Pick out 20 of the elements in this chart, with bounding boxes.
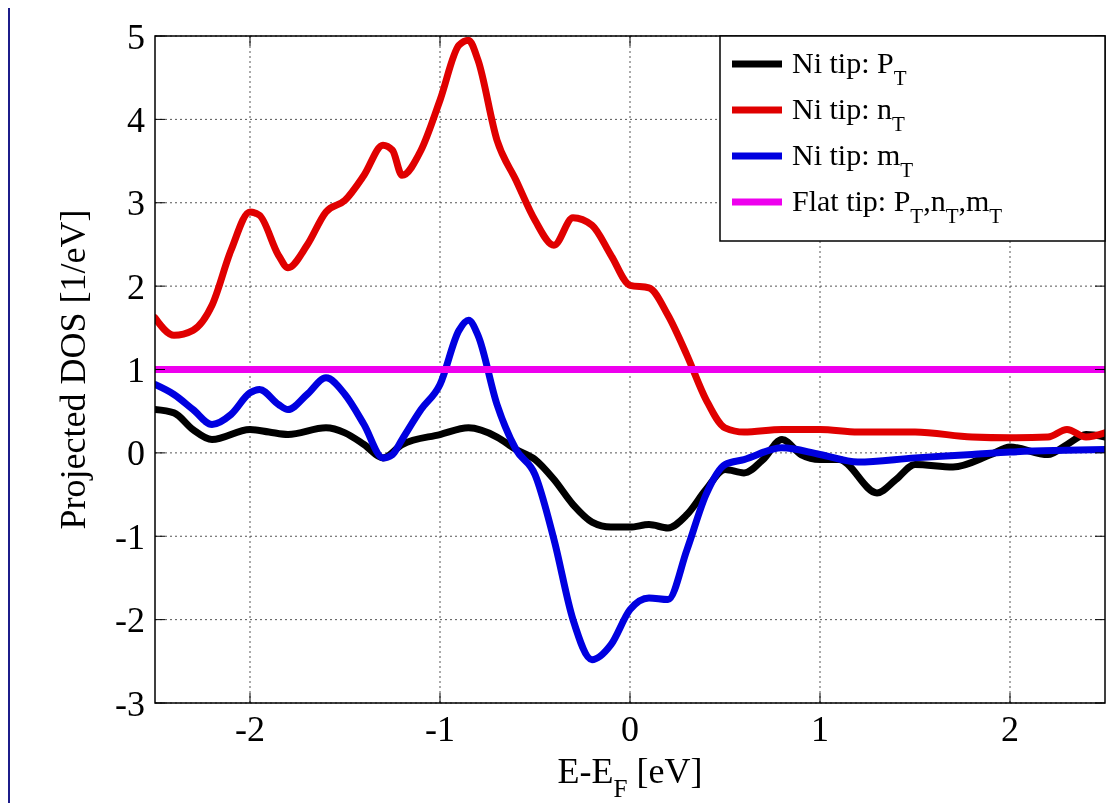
y-axis-title: Projected DOS [1/eV] [53,209,93,530]
y-tick-label: 4 [127,99,145,140]
y-tick-label: -2 [115,600,145,641]
y-tick-label: 2 [127,266,145,307]
x-tick-label: -2 [235,709,265,749]
x-tick-label: -1 [425,709,455,749]
x-tick-label: 1 [811,709,829,749]
legend-label: Ni tip: m$_{T}$ [792,138,914,182]
legend-label: Ni tip: n$_{T}$ [792,92,906,136]
y-tick-label: -1 [115,516,145,557]
y-tick-label: -3 [115,683,145,724]
x-axis-title: E-E$_{F}$ [eV] [557,751,703,802]
legend-label: Flat tip: P$_{T}$,n$_{T}$,m$_{T}$ [792,184,1003,228]
legend-label: Ni tip: P$_{T}$ [792,46,907,90]
x-tick-label: 2 [1001,709,1019,749]
y-tick-label: 0 [127,433,145,474]
y-tick-label: 1 [127,350,145,391]
y-tick-label: 3 [127,183,145,224]
x-tick-label: 0 [621,709,639,749]
y-tick-label: 5 [127,16,145,57]
